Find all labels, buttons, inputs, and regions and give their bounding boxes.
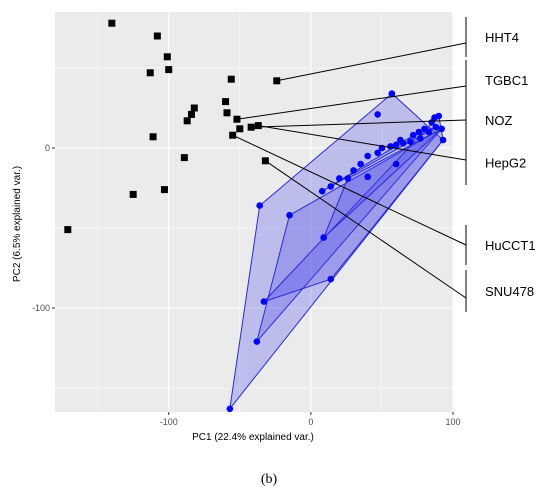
sample-point-square [64, 226, 72, 234]
sample-point-circle [399, 139, 407, 147]
callout-label: NOZ [485, 113, 513, 128]
sample-point-circle [417, 135, 424, 142]
axis-layer: -100 0 100 0 -100 [32, 143, 461, 427]
sample-point-square [149, 133, 157, 141]
sample-point-circle [374, 149, 381, 157]
sample-point-circle [320, 234, 327, 241]
panel-label: (b) [261, 472, 278, 487]
sample-point-circle [260, 298, 268, 305]
sample-point-circle [438, 125, 445, 133]
callout-label: SNU478 [485, 284, 534, 299]
callout-line [276, 42, 467, 82]
sample-point-circle [388, 90, 396, 97]
y-axis-title: PC2 (6.5% explained var.) [12, 166, 23, 282]
callout-label: HuCCT1 [485, 238, 536, 253]
sample-point-square [160, 186, 168, 194]
sample-point-circle [318, 187, 326, 195]
sample-point-circle [425, 128, 433, 136]
callout-line [265, 160, 467, 299]
sample-point-square [146, 69, 154, 77]
sample-point-square [129, 190, 137, 198]
plot-background [55, 12, 453, 412]
x-tick-label: -100 [160, 417, 178, 427]
sample-point-square [183, 117, 191, 125]
sample-point-circle [431, 114, 438, 121]
sample-point-circle [392, 141, 400, 149]
sample-point-circle [253, 338, 261, 345]
x-tick-label: 0 [308, 417, 313, 427]
sample-point-circle [344, 175, 352, 182]
plot-area [55, 12, 454, 412]
convex-hull [323, 128, 442, 238]
sample-point-circle [407, 138, 414, 145]
sample-point-square [153, 32, 161, 40]
sample-point-square [187, 110, 195, 118]
sample-point-square [236, 125, 244, 133]
y-tick-label: 0 [45, 143, 50, 153]
sample-point-circle [439, 136, 447, 144]
x-axis-title: PC1 (22.4% explained var.) [192, 432, 314, 443]
callout-line [232, 134, 467, 246]
callout-layer: HHT4 TGBC1 NOZ HepG2 HuCCT1 SNU478 [232, 17, 536, 312]
sample-point-circle [286, 211, 293, 219]
callout-line [251, 119, 467, 128]
sample-point-circle [387, 143, 394, 150]
sample-point-circle [256, 202, 263, 209]
sample-point-circle [432, 123, 440, 131]
sample-point-square [222, 98, 230, 106]
sample-point-circle [364, 173, 372, 181]
sample-point-circle [409, 131, 417, 139]
callout-label: HepG2 [485, 156, 526, 171]
callout-line [236, 85, 467, 120]
sample-point-square [223, 109, 231, 117]
sample-point-circle [327, 275, 335, 283]
sample-point-square [180, 154, 188, 162]
sample-point-circle [335, 175, 343, 182]
sample-point-square [227, 75, 235, 83]
callout-label: HHT4 [485, 30, 519, 45]
sample-point-square [163, 53, 171, 61]
sample-point-circle [327, 183, 335, 190]
sample-point-square [190, 104, 198, 112]
sample-point-circle [415, 128, 423, 136]
callout-line [258, 125, 467, 161]
sample-point-circle [226, 405, 234, 413]
sample-point-circle [392, 160, 400, 168]
sample-point-circle [350, 167, 357, 174]
sample-point-circle [357, 160, 364, 168]
sample-point-circle [364, 152, 372, 160]
x-tick-label: 100 [445, 417, 460, 427]
sample-point-square [108, 19, 116, 27]
y-tick-label: -100 [32, 303, 50, 313]
sample-point-circle [374, 111, 381, 118]
sample-point-square [165, 66, 173, 74]
callout-label: TGBC1 [485, 73, 528, 88]
